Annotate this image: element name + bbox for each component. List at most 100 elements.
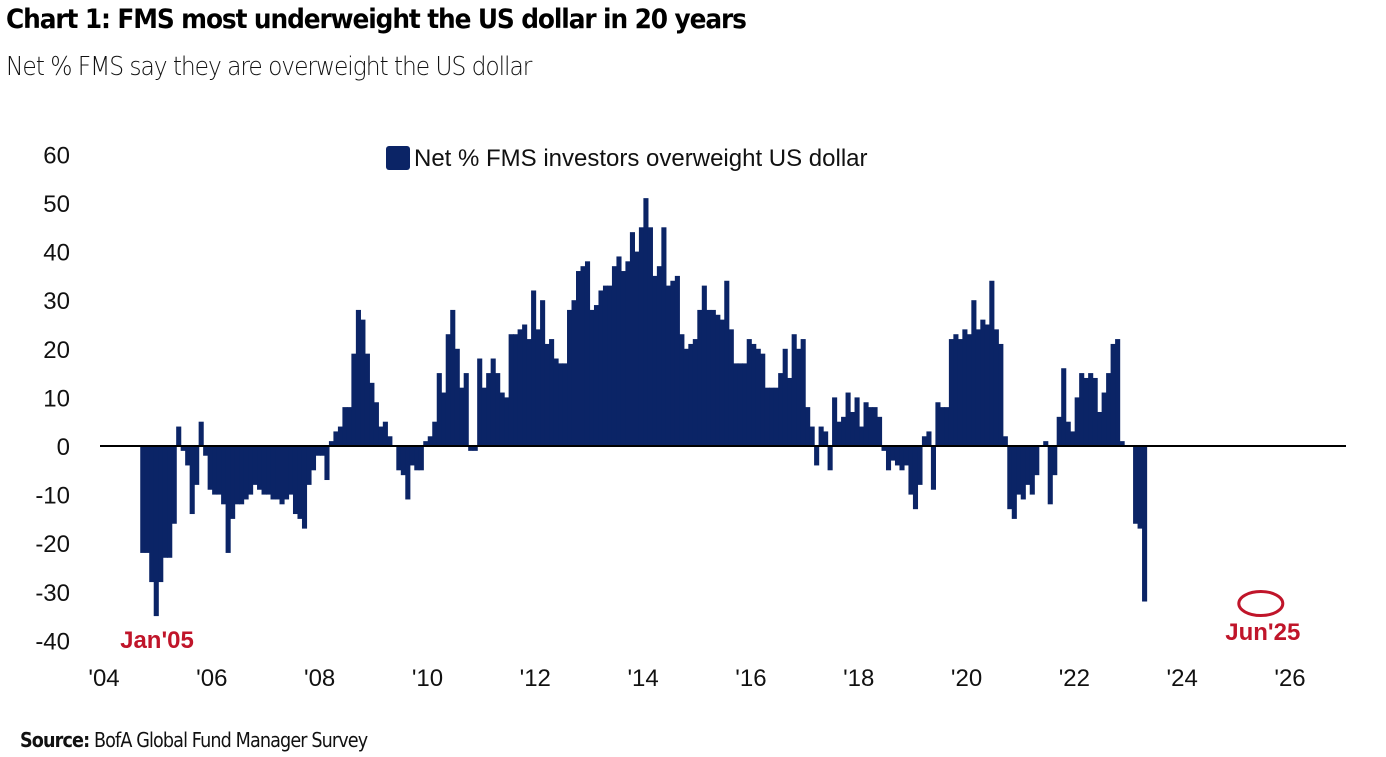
bar — [957, 339, 963, 446]
bar — [643, 198, 649, 446]
y-tick-label: 40 — [43, 240, 70, 267]
bar — [149, 446, 155, 583]
bar — [522, 324, 528, 446]
source-label: Source: — [20, 728, 90, 752]
bar — [495, 373, 501, 446]
bar — [706, 309, 712, 446]
annotation-label: Jan'05 — [120, 627, 194, 654]
bar — [252, 446, 258, 485]
bar — [688, 343, 694, 446]
bar — [490, 358, 496, 446]
bar — [607, 285, 613, 446]
bar — [1142, 446, 1148, 602]
x-tick-label: '24 — [1167, 665, 1198, 692]
bar — [1115, 339, 1121, 446]
bar — [243, 446, 249, 500]
x-tick-label: '16 — [735, 665, 766, 692]
bar — [778, 373, 784, 446]
y-tick-label: 10 — [43, 385, 70, 412]
bar — [333, 431, 339, 446]
bar — [899, 446, 905, 471]
bar — [477, 358, 483, 446]
bar — [423, 441, 429, 446]
bar — [832, 397, 838, 446]
bar — [764, 387, 770, 446]
bar — [319, 446, 326, 456]
bar — [616, 256, 622, 446]
bar — [805, 407, 811, 446]
bar — [634, 251, 640, 446]
y-tick-label: -30 — [35, 580, 70, 607]
x-tick-label: '08 — [304, 665, 335, 692]
bar — [998, 343, 1004, 446]
bar — [809, 426, 815, 446]
bar — [679, 334, 685, 446]
bar — [1020, 446, 1026, 500]
bar — [346, 407, 352, 446]
bar — [306, 446, 312, 485]
chart-title: Chart 1: FMS most underweight the US dol… — [6, 4, 747, 35]
bar — [584, 261, 591, 446]
bar — [576, 271, 582, 446]
bar — [185, 446, 191, 466]
bar — [517, 329, 523, 446]
bar — [602, 285, 609, 446]
legend-swatch — [386, 146, 410, 170]
bar — [189, 446, 195, 515]
bar — [571, 300, 577, 446]
bar — [1065, 421, 1071, 446]
bar — [742, 363, 748, 446]
bar — [903, 446, 910, 466]
bar — [1106, 373, 1112, 446]
bar — [629, 232, 635, 446]
bar — [948, 339, 954, 446]
y-tick-label: 60 — [43, 142, 70, 169]
x-tick-label: '06 — [196, 665, 227, 692]
bar — [140, 446, 146, 553]
bar — [656, 266, 662, 446]
bar — [638, 227, 644, 446]
bar — [930, 446, 936, 490]
bar — [553, 358, 559, 446]
bar — [796, 348, 802, 446]
bar — [396, 446, 402, 471]
x-tick-label: '22 — [1059, 665, 1090, 692]
bar — [724, 280, 730, 446]
bar — [486, 373, 492, 446]
bar — [387, 436, 393, 446]
bar — [1070, 431, 1076, 446]
bar — [1074, 397, 1080, 446]
bar — [769, 387, 775, 446]
bar — [728, 329, 734, 446]
bar — [216, 446, 222, 495]
bar — [198, 421, 204, 446]
bar — [382, 421, 388, 446]
bar — [513, 334, 519, 446]
bar — [661, 227, 667, 446]
bar — [270, 446, 276, 500]
bar — [854, 397, 860, 446]
bar — [257, 446, 263, 490]
bar — [1119, 441, 1125, 446]
bar — [719, 319, 725, 446]
x-tick-label: '20 — [951, 665, 982, 692]
bar — [580, 266, 586, 446]
bar — [814, 446, 820, 466]
bar — [499, 392, 505, 446]
bar — [162, 446, 168, 558]
bar — [917, 446, 923, 485]
bar — [535, 329, 541, 446]
bar — [504, 397, 510, 446]
bar — [782, 348, 788, 446]
bar — [760, 353, 766, 446]
bar — [153, 446, 159, 617]
bar — [701, 285, 707, 446]
bar — [1092, 377, 1098, 446]
bar — [836, 421, 842, 446]
bar — [1097, 411, 1103, 446]
bar — [859, 426, 865, 446]
bar — [872, 407, 878, 446]
bar — [1137, 446, 1143, 529]
bar — [993, 329, 999, 446]
bar — [266, 446, 272, 495]
